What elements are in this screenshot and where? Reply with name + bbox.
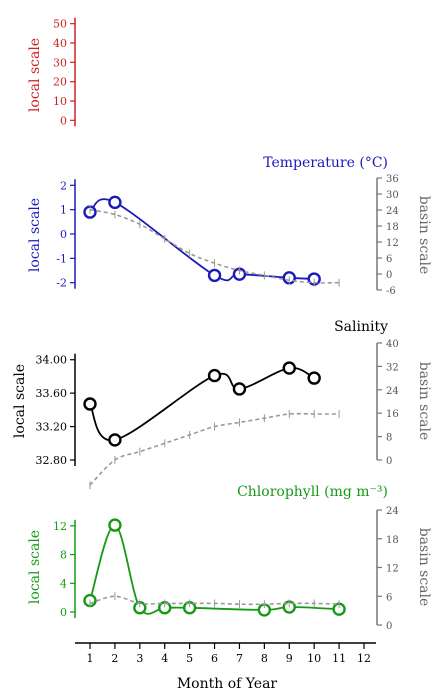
panel-1-left-tick-label: 50 [53, 18, 67, 31]
panel-3-local-point [108, 433, 122, 447]
panel-4-title: Chlorophyll (mg m⁻³) [237, 484, 388, 500]
x-tick-label: 1 [87, 652, 94, 665]
panel-3-ylabel-right: basin scale [416, 362, 432, 441]
panel-4-left-tick-label: 0 [60, 606, 67, 619]
panel-3-local-point [207, 368, 222, 383]
panel-3-local-point [307, 371, 321, 385]
x-tick-label: 10 [307, 652, 321, 665]
panel-3-left-tick-label: 33.20 [36, 421, 68, 434]
panel-4-left-tick-label: 4 [60, 577, 67, 590]
panel-2-right-tick-label: 12 [386, 238, 399, 249]
panel-3-left-tick-label: 33.60 [36, 387, 68, 400]
panel-3-right-tick-label: 16 [386, 409, 399, 420]
panel-3-ylabel: local scale [12, 364, 28, 438]
panel-4-right-tick-label: 6 [386, 592, 392, 603]
panel-2-left-tick-label: 0 [60, 228, 67, 241]
panel-4-right-tick-label: 0 [386, 621, 392, 632]
panel-2-right-tick-label: 18 [386, 222, 399, 233]
panel-4-right-tick-label: 24 [386, 506, 399, 517]
x-tick-label: 7 [236, 652, 243, 665]
x-tick-label: 6 [211, 652, 218, 665]
x-tick-label: 12 [357, 652, 371, 665]
panel-4-left-tick-label: 8 [60, 549, 67, 562]
panel-3-right-tick-label: 40 [386, 339, 399, 350]
panel-2-left-tick-label: 1 [60, 204, 67, 217]
x-tick-label: 2 [111, 652, 118, 665]
panel-3-left-tick-label: 34.00 [36, 354, 68, 367]
x-tick-label: 5 [186, 652, 193, 665]
panel-3-local-line [89, 367, 315, 441]
x-axis-label: Month of Year [177, 676, 278, 692]
panel-1-left-tick-label: 40 [53, 37, 67, 50]
panel-4-left-tick-label: 12 [53, 520, 67, 533]
panel-4-ylabel: local scale [27, 530, 43, 604]
x-tick-label: 3 [136, 652, 143, 665]
x-tick-label: 8 [261, 652, 268, 665]
panel-2-title: Temperature (°C) [263, 155, 388, 171]
panel-3-right-tick-label: 32 [386, 362, 399, 373]
panel-1-left-tick-label: 20 [53, 76, 67, 89]
panel-2-right-tick-label: 36 [386, 174, 399, 185]
panel-2-local-line [89, 198, 315, 282]
panel-3-right-tick-label: 0 [386, 456, 392, 467]
panel-3-local-point [232, 382, 247, 396]
panel-2-local-point [108, 195, 122, 210]
panel-3-right-tick-label: 24 [386, 386, 399, 397]
panel-2-left-tick-label: 2 [60, 179, 67, 192]
panel-2-left-tick-label: -1 [56, 252, 67, 265]
x-tick-label: 11 [332, 652, 346, 665]
panel-2-right-tick-label: -6 [386, 286, 396, 297]
panel-2-local-point [207, 268, 222, 283]
panel-1-left-tick-label: 30 [53, 56, 67, 69]
panel-4-right-tick-label: 12 [386, 564, 399, 575]
panel-2-ylabel: local scale [27, 198, 43, 272]
panel-2-ylabel-right: basin scale [416, 196, 432, 275]
panel-2-right-tick-label: 0 [386, 270, 392, 281]
panel-2-left-tick-label: -2 [56, 277, 67, 290]
panel-3-title: Salinity [334, 319, 388, 335]
panel-3-right-tick-label: 8 [386, 433, 392, 444]
panel-3-local-point [282, 361, 296, 375]
panel-1-left-tick-label: 10 [53, 95, 67, 108]
panel-2-right-tick-label: 24 [386, 206, 399, 217]
panel-2-right-tick-label: 6 [386, 254, 392, 265]
panel-2-right-tick-label: 30 [386, 190, 399, 201]
panel-4-local-point [108, 518, 122, 532]
panel-3-local-point [83, 397, 97, 411]
panel-1-left-tick-label: 0 [60, 114, 67, 127]
panel-4-right-tick-label: 18 [386, 535, 399, 546]
panel-4-ylabel-right: basin scale [416, 528, 432, 607]
panel-1-ylabel: local scale [27, 38, 43, 112]
x-tick-label: 4 [161, 652, 168, 665]
x-tick-label: 9 [286, 652, 293, 665]
panel-3-left-tick-label: 32.80 [36, 454, 68, 467]
